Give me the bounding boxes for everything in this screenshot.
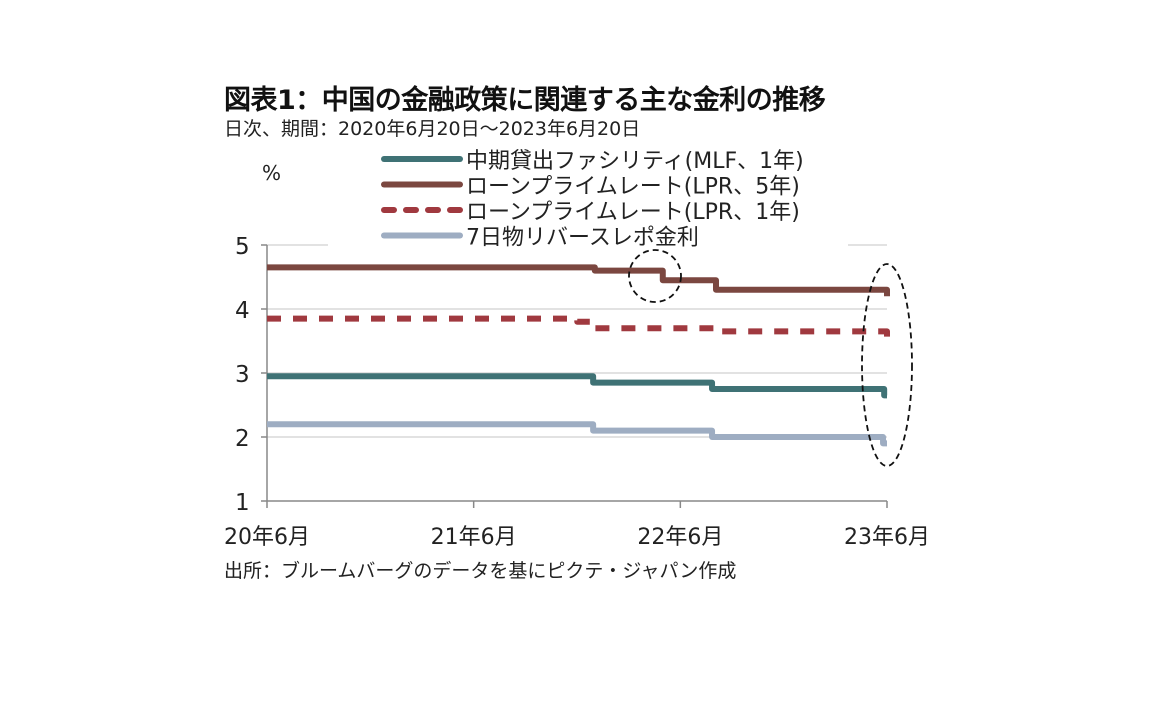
y-tick-label: 4 [235, 298, 250, 324]
x-tick-label: 20年6月 [224, 525, 310, 550]
y-tick-label: 2 [235, 426, 250, 452]
legend-label: 7日物リバースレポ金利 [466, 226, 699, 251]
x-tick-label: 22年6月 [637, 525, 723, 550]
series-line [267, 264, 890, 297]
y-axis-label: % [262, 161, 281, 185]
source-note: 出所：ブルームバーグのデータを基にピクテ・ジャパン作成 [224, 560, 737, 582]
y-tick-label: 1 [235, 490, 250, 516]
series-line [267, 373, 888, 399]
x-tick-label: 23年6月 [844, 525, 930, 550]
legend-label: ローンプライムレート(LPR、5年) [466, 175, 800, 200]
series-line [267, 315, 890, 338]
annotation-ellipse [861, 263, 913, 467]
legend-label: 中期貸出ファシリティ(MLF、1年) [466, 149, 804, 174]
x-tick-label: 21年6月 [431, 525, 517, 550]
annotation-circle [628, 249, 682, 303]
series-line [267, 421, 887, 447]
chart-subtitle: 日次、期間：2020年6月20日～2023年6月20日 [224, 118, 641, 140]
y-tick-label: 3 [235, 362, 250, 388]
y-tick-label: 5 [235, 234, 250, 260]
legend-label: ローンプライムレート(LPR、1年) [466, 200, 800, 225]
chart-title: 図表1：中国の金融政策に関連する主な金利の推移 [224, 85, 826, 116]
